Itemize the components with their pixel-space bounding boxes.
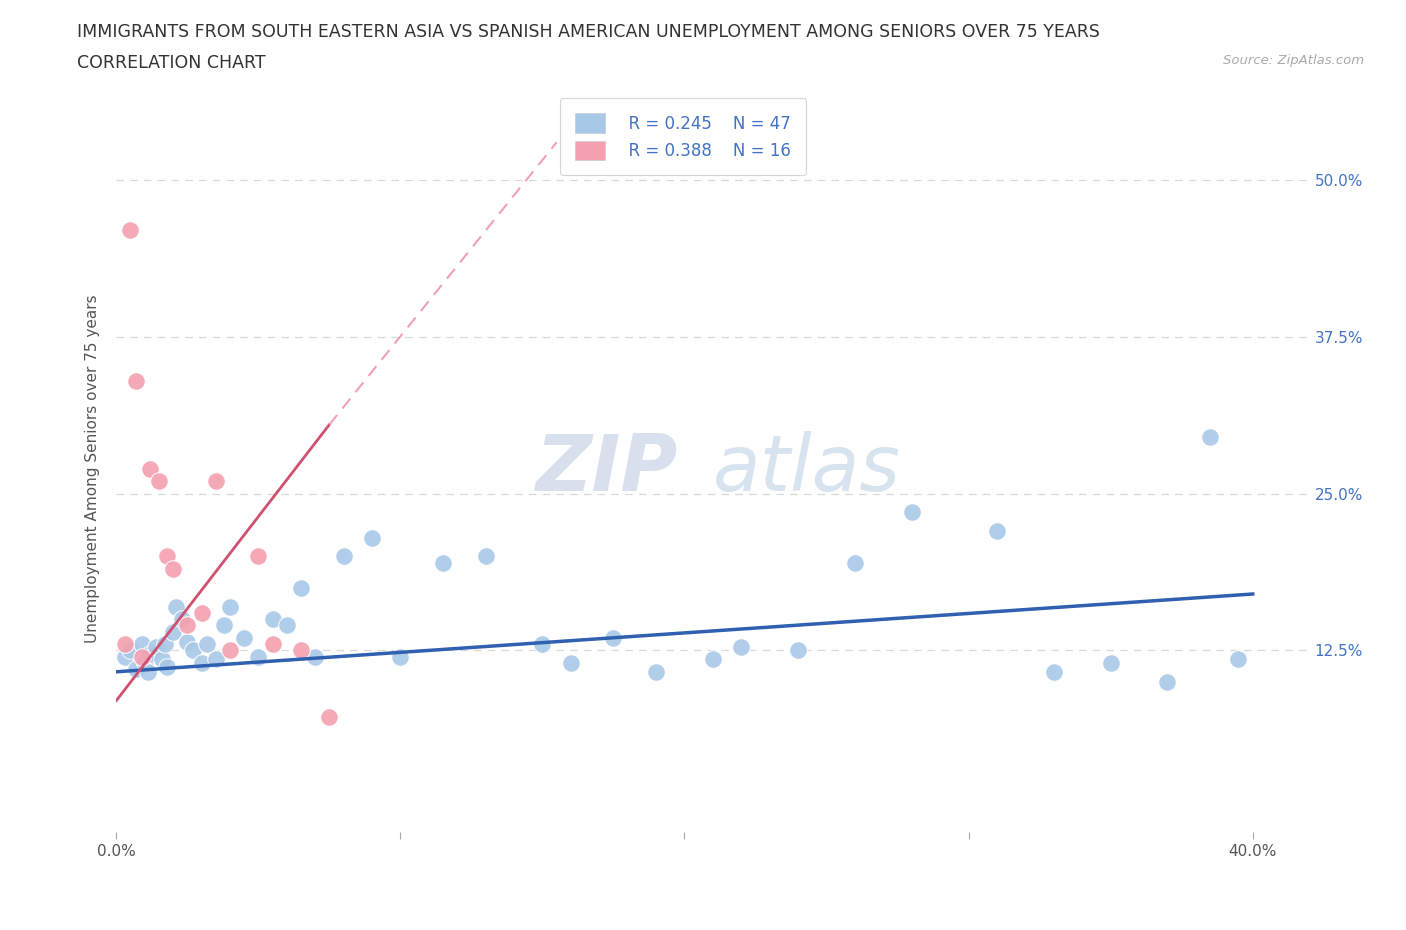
Point	[162, 562, 184, 577]
Point	[145, 639, 167, 654]
Point	[131, 649, 153, 664]
Point	[190, 656, 212, 671]
Point	[120, 222, 142, 237]
Point	[645, 664, 668, 679]
Point	[170, 612, 193, 627]
Point	[190, 605, 212, 620]
Y-axis label: Unemployment Among Seniors over 75 years: Unemployment Among Seniors over 75 years	[86, 294, 100, 643]
Point	[389, 649, 412, 664]
Point	[233, 631, 256, 645]
Point	[136, 664, 159, 679]
Point	[150, 652, 173, 667]
Point	[134, 656, 156, 671]
Point	[361, 530, 384, 545]
Point	[114, 649, 136, 664]
Point	[900, 505, 922, 520]
Point	[219, 599, 242, 614]
Point	[176, 618, 198, 632]
Point	[332, 549, 354, 564]
Point	[787, 643, 810, 658]
Point	[125, 373, 148, 388]
Point	[560, 656, 582, 671]
Point	[204, 652, 226, 667]
Point	[125, 662, 148, 677]
Point	[1156, 674, 1178, 689]
Point	[262, 637, 284, 652]
Point	[176, 634, 198, 649]
Point	[262, 612, 284, 627]
Point	[290, 580, 312, 595]
Point	[181, 643, 204, 658]
Point	[195, 637, 218, 652]
Point	[204, 473, 226, 488]
Point	[153, 637, 176, 652]
Text: IMMIGRANTS FROM SOUTH EASTERN ASIA VS SPANISH AMERICAN UNEMPLOYMENT AMONG SENIOR: IMMIGRANTS FROM SOUTH EASTERN ASIA VS SP…	[77, 23, 1101, 41]
Text: ZIP: ZIP	[534, 431, 678, 507]
Point	[290, 643, 312, 658]
Point	[139, 646, 162, 661]
Point	[165, 599, 187, 614]
Legend:   R = 0.245    N = 47,   R = 0.388    N = 16: R = 0.245 N = 47, R = 0.388 N = 16	[560, 99, 806, 175]
Text: Source: ZipAtlas.com: Source: ZipAtlas.com	[1223, 54, 1364, 67]
Point	[156, 659, 179, 674]
Point	[139, 461, 162, 476]
Point	[602, 631, 624, 645]
Point	[844, 555, 866, 570]
Point	[148, 473, 170, 488]
Point	[247, 649, 270, 664]
Point	[219, 643, 242, 658]
Point	[531, 637, 554, 652]
Point	[730, 639, 752, 654]
Point	[1199, 430, 1222, 445]
Point	[474, 549, 496, 564]
Point	[1043, 664, 1066, 679]
Point	[131, 637, 153, 652]
Point	[156, 549, 179, 564]
Point	[1099, 656, 1122, 671]
Point	[702, 652, 724, 667]
Point	[114, 637, 136, 652]
Point	[162, 624, 184, 639]
Point	[432, 555, 454, 570]
Point	[247, 549, 270, 564]
Text: atlas: atlas	[713, 431, 901, 507]
Point	[318, 710, 340, 724]
Point	[304, 649, 326, 664]
Point	[212, 618, 235, 632]
Point	[1227, 652, 1250, 667]
Text: CORRELATION CHART: CORRELATION CHART	[77, 54, 266, 72]
Point	[120, 643, 142, 658]
Point	[986, 524, 1008, 538]
Point	[276, 618, 298, 632]
